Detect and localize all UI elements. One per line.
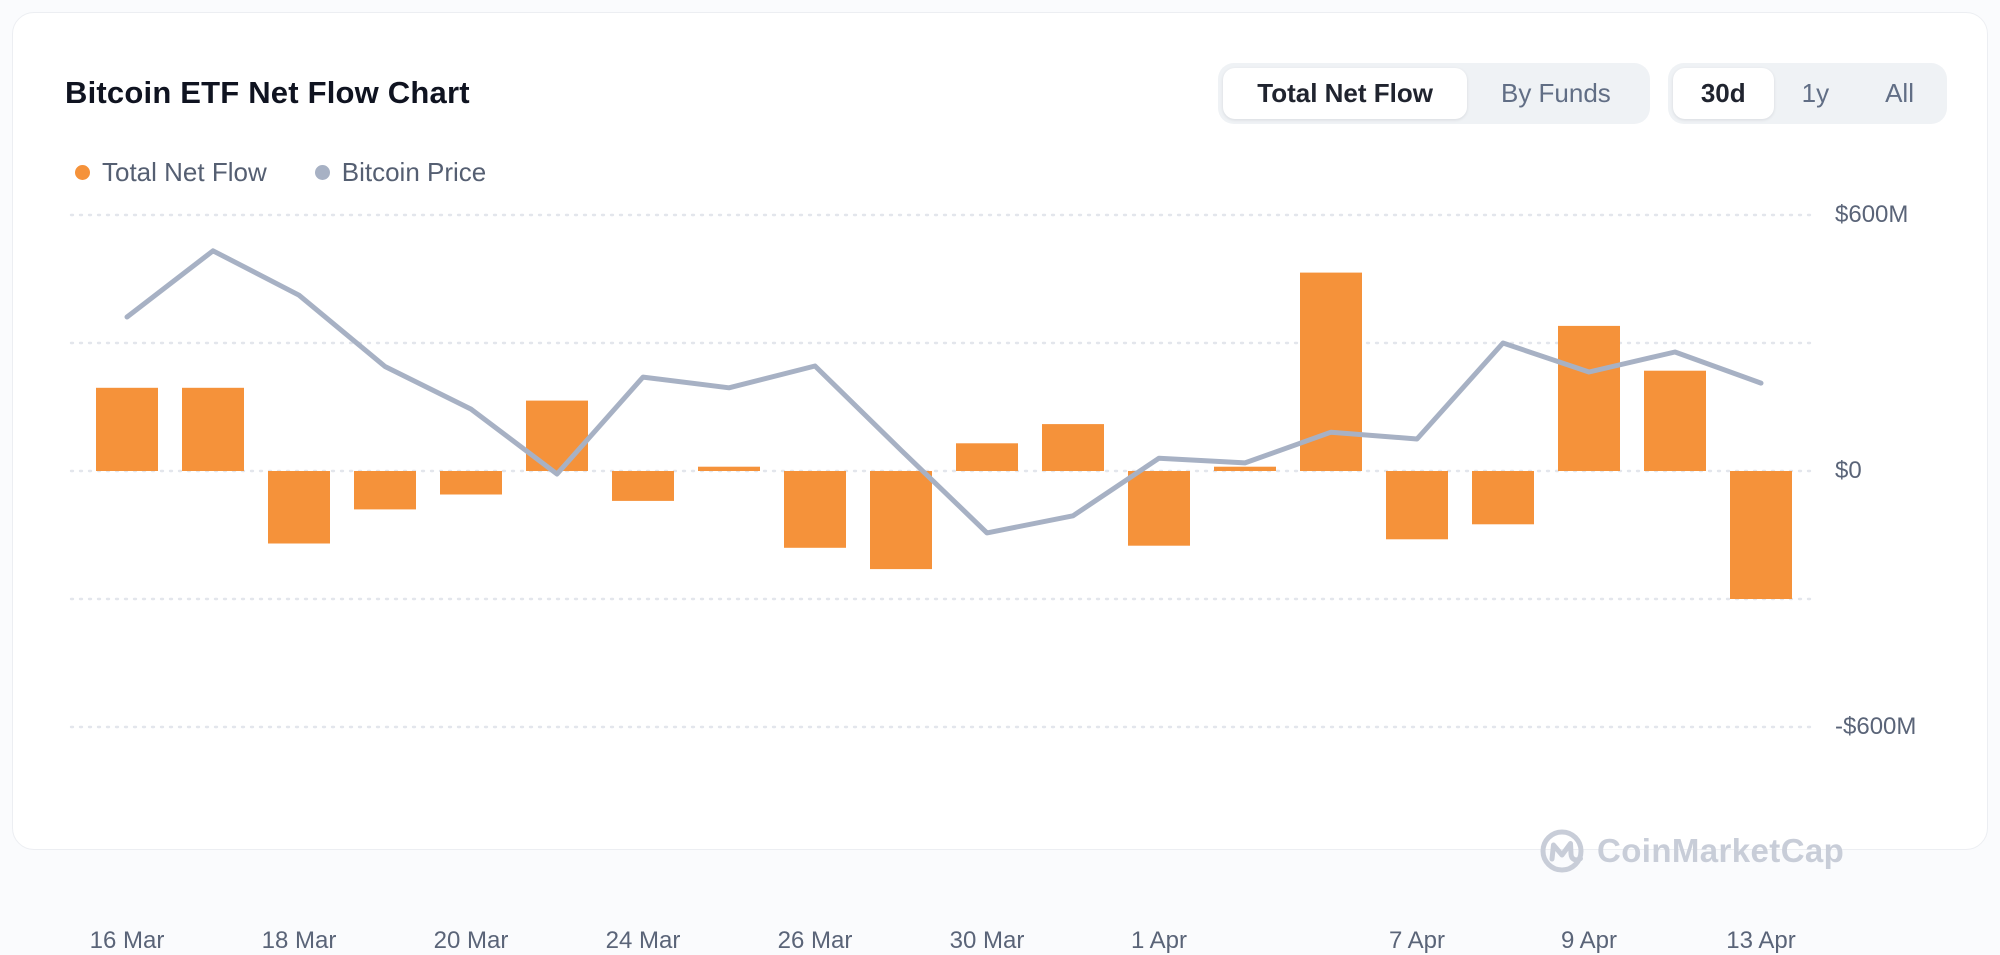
range-toggle: 30d 1y All — [1667, 63, 1947, 124]
net-flow-bar-1-apr[interactable] — [1128, 471, 1190, 546]
toggle-total-net-flow[interactable]: Total Net Flow — [1223, 68, 1467, 119]
x-axis-label-20-mar: 20 Mar — [433, 927, 509, 954]
coinmarketcap-watermark-text: CoinMarketCap — [1597, 832, 1845, 869]
net-flow-plot[interactable] — [13, 183, 2000, 803]
net-flow-bar-18-mar[interactable] — [268, 471, 330, 544]
view-toggle: Total Net Flow By Funds — [1218, 63, 1650, 124]
y-axis-label-600m: $600M — [1835, 201, 1909, 228]
coinmarketcap-watermark: CoinMarketCap — [1539, 828, 1844, 874]
net-flow-legend-label: Total Net Flow — [102, 157, 267, 187]
range-30d[interactable]: 30d — [1672, 68, 1774, 119]
net-flow-bar-26-mar[interactable] — [784, 471, 846, 548]
net-flow-bar-day-10[interactable] — [870, 471, 932, 570]
net-flow-bar-20-mar[interactable] — [440, 471, 502, 495]
x-axis-label-26-mar: 26 Mar — [777, 927, 853, 954]
y-axis-label--600m: -$600M — [1835, 713, 1917, 740]
net-flow-bar-day-17[interactable] — [1472, 471, 1534, 525]
bitcoin-price-legend-dot-icon — [314, 165, 330, 180]
net-flow-bar-16-mar[interactable] — [96, 387, 158, 471]
net-flow-bar-30-mar[interactable] — [956, 443, 1018, 471]
toggle-by-funds[interactable]: By Funds — [1467, 68, 1645, 119]
net-flow-bar-7-apr[interactable] — [1386, 471, 1448, 540]
x-axis-label-18-mar: 18 Mar — [261, 927, 337, 954]
coinmarketcap-logo-icon — [1540, 829, 1584, 873]
net-flow-legend-dot-icon — [75, 165, 90, 180]
x-axis-label-13-apr: 13 Apr — [1726, 927, 1796, 954]
x-axis-label-24-mar: 24 Mar — [605, 927, 681, 954]
net-flow-bar-day-19[interactable] — [1644, 370, 1706, 471]
bitcoin-price-legend-label: Bitcoin Price — [341, 157, 487, 187]
net-flow-bar-24-mar[interactable] — [612, 471, 674, 501]
x-axis-label-16-mar: 16 Mar — [89, 927, 165, 954]
x-axis-label-9-apr: 9 Apr — [1560, 927, 1618, 954]
net-flow-bar-13-apr[interactable] — [1730, 471, 1792, 599]
bitcoin-price-line — [124, 248, 1764, 536]
chart-legend: Total Net Flow Bitcoin Price — [75, 157, 487, 187]
page-title: Bitcoin ETF Net Flow Chart — [65, 75, 470, 110]
y-axis-label-0: $0 — [1835, 457, 1862, 484]
x-axis-label-1-apr: 1 Apr — [1130, 927, 1188, 954]
net-flow-bar-day-8[interactable] — [698, 466, 760, 471]
chart-card: Bitcoin ETF Net Flow Chart Total Net Flo… — [12, 12, 1988, 954]
net-flow-bar-day-12[interactable] — [1042, 424, 1104, 471]
x-axis-label-7-apr: 7 Apr — [1388, 927, 1446, 954]
chart-controls: Total Net Flow By Funds 30d 1y All — [1218, 63, 1947, 124]
range-all[interactable]: All — [1857, 68, 1942, 119]
net-flow-bar-day-2[interactable] — [182, 387, 244, 471]
range-1y[interactable]: 1y — [1774, 68, 1857, 119]
x-axis-label-30-mar: 30 Mar — [949, 927, 1025, 954]
net-flow-chart[interactable]: $600M $0 -$600M 16 Mar 18 Mar 20 Mar 24 Mar 26 … — [13, 183, 2000, 954]
net-flow-bar-day-14[interactable] — [1214, 466, 1276, 471]
net-flow-bar-9-apr[interactable] — [1558, 325, 1620, 471]
net-flow-bar-day-4[interactable] — [354, 471, 416, 510]
